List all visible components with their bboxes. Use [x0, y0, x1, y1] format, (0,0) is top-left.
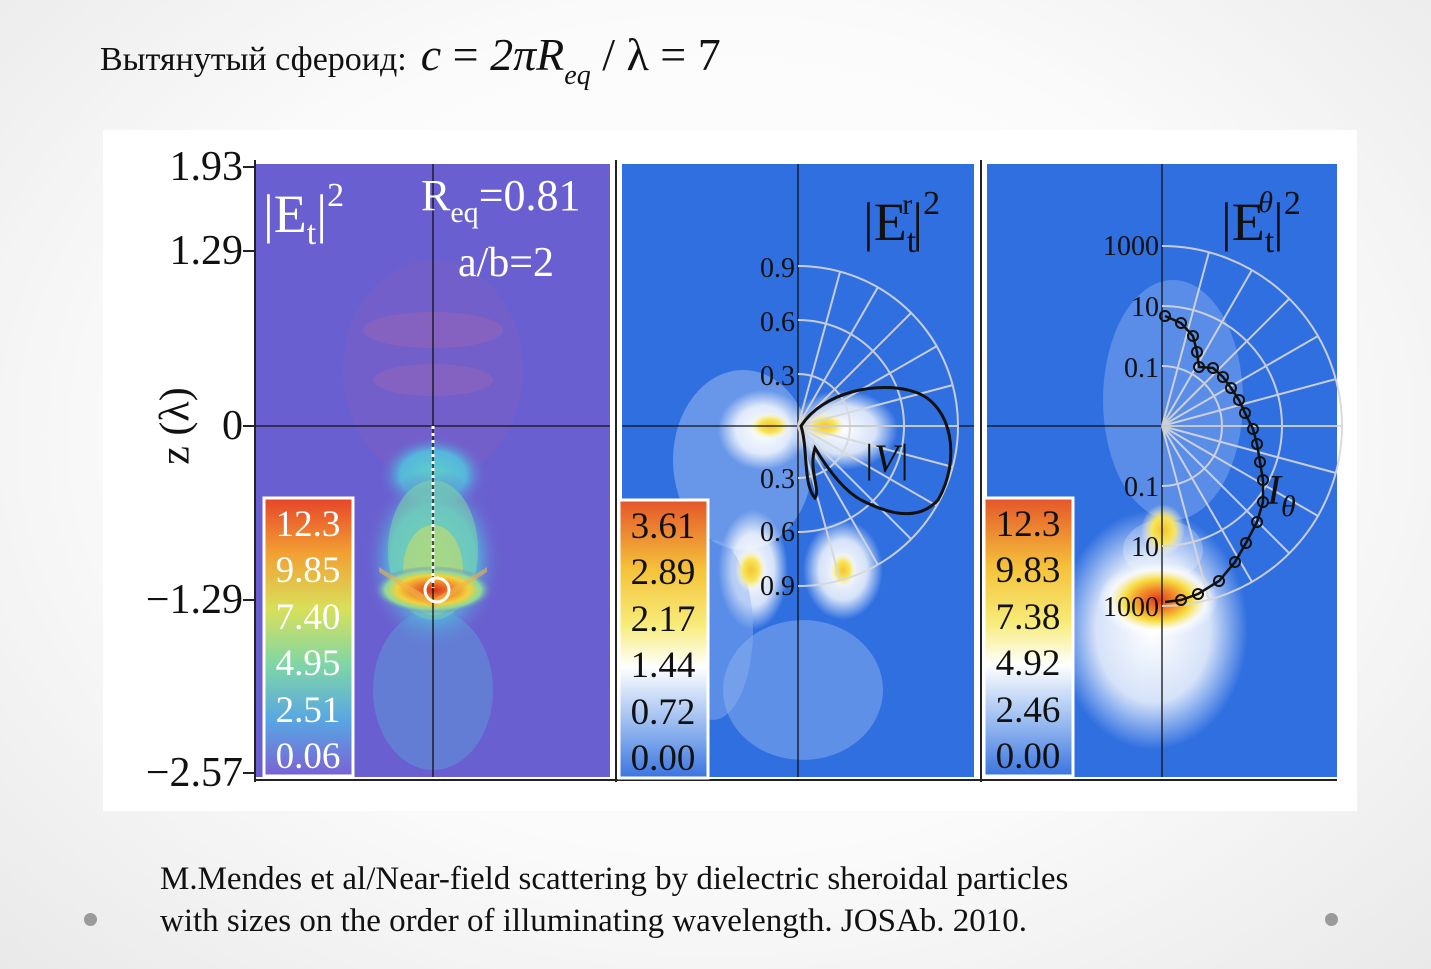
panel3-legend: 12.3 9.83 7.38 4.92 2.46 0.00	[982, 496, 1075, 778]
panel3-legend-value: 2.46	[996, 690, 1061, 731]
panel3-radial-tick: 1000	[1103, 231, 1159, 262]
panel2-radial-tick: 0.6	[760, 307, 795, 338]
citation-caption: M.Mendes et al/Near-field scattering by …	[160, 858, 1068, 942]
panel1-label: |Et|2	[263, 177, 344, 252]
title-formula: c = 2πReq / λ = 7	[420, 29, 721, 91]
panel3-legend-value: 7.38	[996, 597, 1061, 638]
y-tick-label: 1.93	[170, 144, 244, 190]
figure: 1.93 1.29 0 −1.29 −2.57 z (λ) |Et|2 Req=…	[103, 130, 1357, 811]
panel3-polar-label: Iθ	[1266, 468, 1296, 523]
panel1-legend-value: 0.06	[276, 736, 341, 777]
panel1-param-req: Req=0.81	[421, 171, 581, 229]
panel2-legend-value: 2.89	[631, 552, 696, 593]
panel2-legend-value: 0.00	[631, 738, 696, 779]
bullet-dot	[84, 913, 97, 926]
panel2-legend-value: 2.17	[631, 599, 696, 640]
panel3-radial-tick: 0.1	[1124, 472, 1159, 503]
panel3-legend-value: 12.3	[996, 504, 1061, 545]
panel1-legend-value: 2.51	[276, 690, 341, 731]
y-tick-label: −1.29	[146, 577, 243, 623]
panel2-legend-value: 0.72	[631, 692, 696, 733]
panel2-legend-value: 1.44	[631, 645, 696, 686]
caption-line: M.Mendes et al/Near-field scattering by …	[160, 861, 1069, 897]
panel2-radial-tick: 0.6	[760, 517, 795, 548]
panel3-polar-grid	[1161, 245, 1343, 607]
panel2-radial-tick: 0.3	[760, 361, 795, 392]
figure-svg: 1.93 1.29 0 −1.29 −2.57 z (λ) |Et|2 Req=…	[146, 144, 1343, 796]
panel3-radial-ticks: 1000 10 0.1 0.1 10 1000	[1103, 231, 1159, 623]
panel3-legend-value: 0.00	[996, 736, 1061, 777]
panel2-radial-tick: 0.3	[760, 464, 795, 495]
panel2-legend-value: 3.61	[631, 506, 696, 547]
panel3-radial-tick: 10	[1131, 532, 1159, 563]
y-tick-label: −2.57	[146, 750, 243, 796]
panel3-radial-tick: 1000	[1103, 592, 1159, 623]
panel3-label: |Etθ|2	[1221, 185, 1301, 260]
y-axis-label: z (λ)	[153, 387, 199, 464]
panel1-legend: 12.3 9.85 7.40 4.95 2.51 0.06	[262, 496, 355, 778]
panel1-legend-value: 7.40	[276, 597, 341, 638]
bullet-dot	[1325, 913, 1338, 926]
y-tick-label: 0	[222, 403, 243, 449]
panel2-radial-tick: 0.9	[760, 571, 795, 602]
panel2-polar-label: |V|	[863, 436, 909, 481]
panel3-radial-tick: 10	[1131, 292, 1159, 323]
panel3-polar-curve	[1164, 314, 1265, 604]
panel2-label: |Etr|2	[863, 185, 940, 260]
panel1-legend-value: 4.95	[276, 643, 341, 684]
panel1-legend-value: 9.85	[276, 550, 341, 591]
panel2-radial-ticks: 0.9 0.6 0.3 0.3 0.6 0.9	[760, 253, 795, 602]
panel2-polar-grid	[797, 265, 959, 587]
panel2-radial-tick: 0.9	[760, 253, 795, 284]
title-text: Вытянутый сфероид:	[100, 41, 407, 78]
panel3-legend-value: 4.92	[996, 643, 1061, 684]
panel2-polar-curve	[799, 385, 953, 516]
panel3-legend-value: 9.83	[996, 550, 1061, 591]
panel1-marker-circle	[423, 576, 451, 604]
caption-line: with sizes on the order of illuminating …	[160, 903, 1028, 939]
panel3-radial-tick: 0.1	[1124, 353, 1159, 384]
panel1-param-ab: a/b=2	[458, 240, 554, 286]
panel2-legend: 3.61 2.89 2.17 1.44 0.72 0.00	[617, 498, 710, 780]
panel3-curve-markers	[1159, 310, 1269, 606]
y-tick-label: 1.29	[170, 228, 244, 274]
slide-title: Вытянутый сфероид: c = 2πReq / λ = 7	[100, 28, 721, 98]
panel1-legend-value: 12.3	[276, 504, 341, 545]
